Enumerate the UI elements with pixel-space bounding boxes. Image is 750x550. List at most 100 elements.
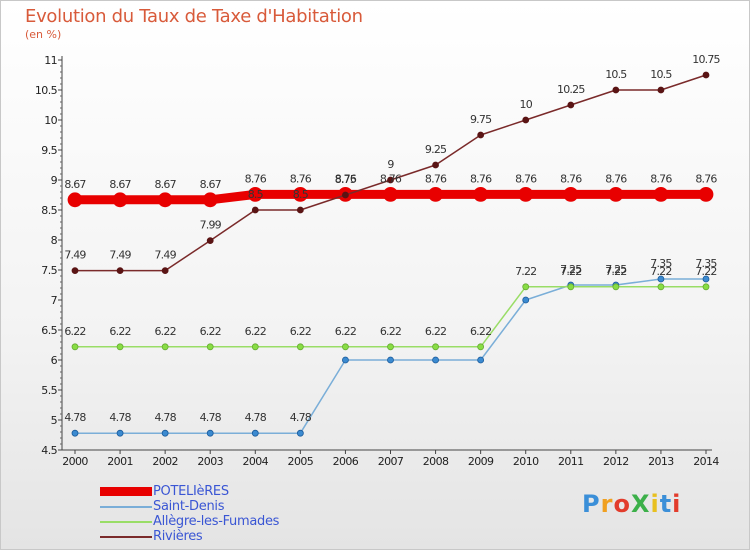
data-label: 7.22 [515,265,536,278]
data-label: 4.78 [64,411,86,424]
y-tick-label: 6 [51,354,58,367]
data-label: 4.78 [245,411,267,424]
data-point [477,356,485,364]
data-label: 9 [387,158,394,171]
legend-swatch [100,487,152,496]
data-label: 8.5 [248,188,264,201]
series-1 [71,275,710,437]
data-point [657,283,665,291]
x-tick-label: 2002 [152,455,178,468]
data-point [383,186,398,202]
data-label: 9.75 [470,113,492,126]
data-label: 7.22 [605,265,626,278]
data-label: 6.22 [380,325,401,338]
x-tick-label: 2010 [513,455,539,468]
series-line [75,278,706,434]
data-point [477,343,485,351]
data-point [251,429,259,437]
data-label: 6.22 [425,325,446,338]
data-label: 10.5 [650,68,672,81]
data-point [342,343,349,351]
logo-letter: X [630,490,651,518]
data-label: 8.76 [425,172,447,185]
data-label: 8.76 [605,172,627,185]
data-point [612,283,620,291]
data-point [702,71,710,79]
y-tick-label: 4.5 [41,444,57,457]
y-tick-label: 7 [51,294,58,307]
data-point [653,186,669,202]
data-point [71,267,79,275]
data-label: 10 [520,98,533,111]
x-tick-label: 2006 [333,455,359,468]
data-label: 7.49 [64,249,86,262]
data-label: 7.25 [560,263,582,276]
x-tick-label: 2009 [468,455,494,468]
logo-letter: i [672,490,682,518]
y-tick-label: 5 [51,414,58,427]
series-2 [71,283,710,351]
data-point [161,267,169,275]
data-point [71,429,79,437]
logo-letter: P [582,490,601,518]
logo-letter: o [613,490,631,518]
data-point [657,275,665,283]
y-tick-label: 9 [51,174,58,187]
data-point [563,186,579,202]
data-point [112,192,128,208]
y-tick-label: 10 [44,114,57,127]
data-label: 4.78 [154,411,176,424]
data-label: 8.67 [200,178,222,191]
x-tick-label: 2005 [288,455,314,468]
data-point [296,343,304,351]
data-point [342,191,349,199]
legend-label: Saint-Denis [153,499,225,514]
chart-subtitle: (en %) [25,28,62,41]
data-point [432,161,439,169]
data-label: 8.76 [560,172,582,185]
data-label: 10.25 [557,83,585,96]
y-tick-label: 8 [51,234,58,247]
data-label: 6.22 [154,325,175,338]
logo-letter: t [659,490,673,518]
data-point [477,131,485,139]
x-tick-label: 2011 [558,455,584,468]
data-label: 7.99 [200,219,222,232]
data-point [522,116,530,124]
data-label: 7.22 [650,265,671,278]
y-tick-label: 8.5 [41,204,57,217]
data-point [567,283,575,291]
data-point [612,86,620,94]
data-label: 8.67 [109,178,131,191]
y-tick-label: 6.5 [41,324,57,337]
data-label: 4.78 [200,411,222,424]
x-tick-label: 2014 [693,455,719,468]
data-point [202,192,218,208]
data-label: 8.67 [154,178,176,191]
data-point [432,343,439,351]
data-label: 6.22 [245,325,266,338]
data-label: 7.35 [695,257,717,270]
data-label: 8.76 [695,172,717,185]
legend-swatch [100,506,152,508]
y-tick-label: 10.5 [35,84,58,97]
data-point [116,343,124,351]
data-label: 8.75 [335,173,357,186]
data-point [296,206,304,214]
data-point [116,429,124,437]
data-point [206,343,214,351]
data-point [247,186,263,202]
x-tick-label: 2007 [378,455,404,468]
legend-swatch [100,521,152,523]
data-point [522,283,530,291]
data-point [698,186,714,202]
data-label: 10.5 [605,68,627,81]
legend-label: Allègre-les-Fumades [153,514,280,529]
legend-label: POTELIèRES [153,484,229,499]
data-point [116,267,124,275]
data-point [428,186,443,202]
data-point [251,206,259,214]
x-tick-label: 2000 [62,455,88,468]
data-label: 6.22 [200,325,221,338]
